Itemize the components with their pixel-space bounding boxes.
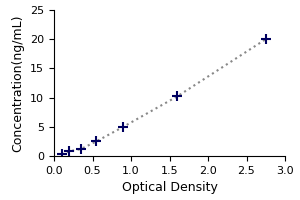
Y-axis label: Concentration(ng/mL): Concentration(ng/mL)	[12, 14, 25, 152]
X-axis label: Optical Density: Optical Density	[122, 181, 218, 194]
